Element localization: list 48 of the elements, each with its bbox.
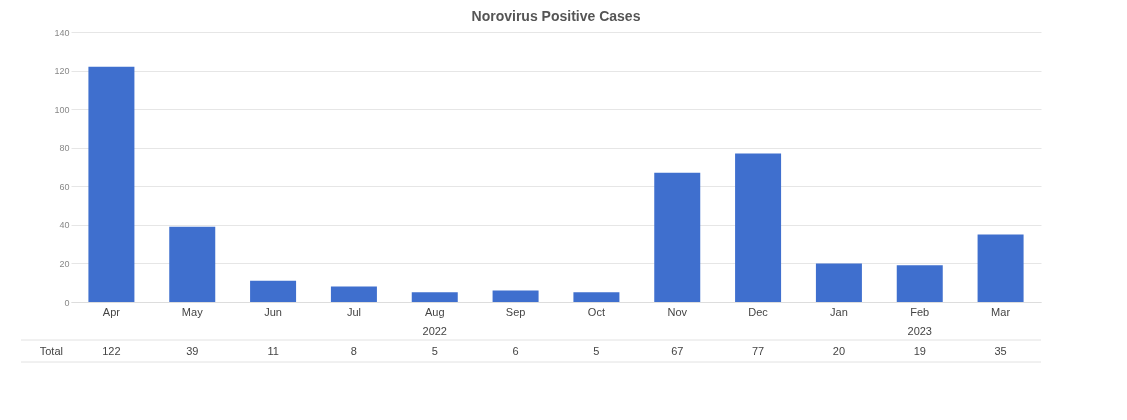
bar <box>88 66 135 302</box>
y-tick-label: 40 <box>59 220 70 231</box>
data-label: 122 <box>102 345 121 357</box>
bar <box>492 290 539 302</box>
y-tick-label: 80 <box>59 143 70 154</box>
x-tick-label: May <box>181 305 204 318</box>
data-label: 5 <box>431 345 438 357</box>
x-tick-label: Feb <box>910 305 930 318</box>
chart-title: Norovirus Positive Cases <box>471 8 641 24</box>
bar <box>977 234 1024 302</box>
y-tick-label: 100 <box>54 104 70 115</box>
x-tick-label: Oct <box>587 305 605 318</box>
data-label: 77 <box>751 345 765 357</box>
x-tick-label: Mar <box>991 305 1011 318</box>
x-tick-label: Dec <box>748 305 769 318</box>
x-tick-label: Apr <box>102 305 121 318</box>
x-tick-label: Aug <box>424 305 445 318</box>
data-label: 6 <box>512 345 519 357</box>
bar <box>411 292 458 302</box>
text: 2022 <box>422 325 447 337</box>
x-tick-label: Jan <box>830 305 848 318</box>
data-label: 19 <box>913 345 926 357</box>
y-tick-label: 0 <box>64 297 70 308</box>
x-tick-label: Jun <box>264 305 282 318</box>
data-label: 20 <box>832 345 846 357</box>
y-tick-label: 60 <box>59 181 70 192</box>
x-tick-label: Sep <box>505 305 526 318</box>
bar <box>896 265 943 302</box>
bar <box>169 226 216 302</box>
data-label: 39 <box>186 345 199 357</box>
data-label: 67 <box>671 345 684 357</box>
bar <box>815 263 862 302</box>
text: Total <box>39 345 63 357</box>
bar <box>735 153 782 302</box>
data-label: 11 <box>267 345 279 357</box>
data-label: 8 <box>350 345 357 357</box>
bar <box>654 172 701 302</box>
bar <box>573 292 620 302</box>
data-label: 5 <box>593 345 600 357</box>
x-tick-label: Jul <box>346 305 361 318</box>
x-tick-label: Nov <box>667 305 688 318</box>
bar <box>330 286 377 302</box>
bar <box>250 280 297 302</box>
y-tick-label: 140 <box>54 27 70 38</box>
y-tick-label: 120 <box>54 66 70 77</box>
y-tick-label: 20 <box>59 258 70 269</box>
data-label: 35 <box>994 345 1007 357</box>
text: 2023 <box>907 325 932 337</box>
